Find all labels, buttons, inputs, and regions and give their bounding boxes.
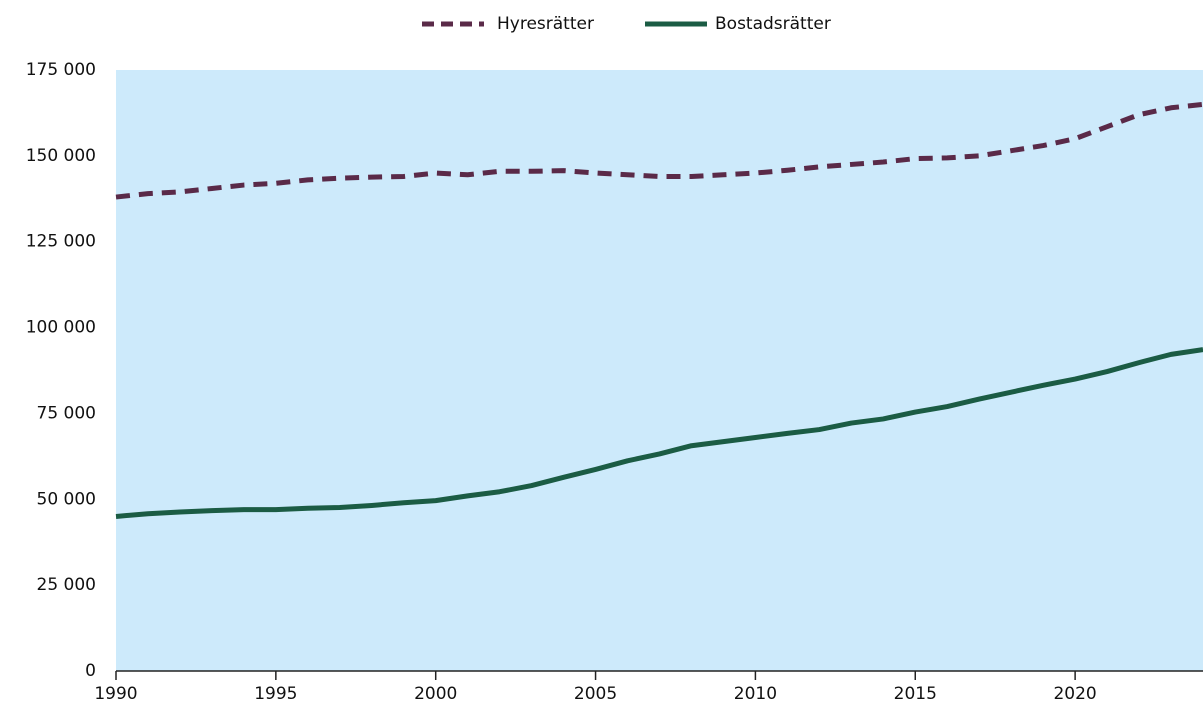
- y-tick-label: 150 000: [26, 146, 96, 166]
- line: [115, 347, 1203, 519]
- x-tick-label: 2015: [894, 684, 937, 704]
- legend-label: Bostadsrätter: [715, 14, 831, 34]
- y-tick-label: 50 000: [37, 489, 96, 509]
- x-tick-label: 1990: [94, 684, 137, 704]
- x-tick-label: 2005: [574, 684, 617, 704]
- y-tick-label: 175 000: [26, 60, 96, 80]
- y-tick-label: 25 000: [37, 575, 96, 595]
- legend-label: Hyresrätter: [497, 14, 594, 34]
- line: [115, 101, 1203, 200]
- y-tick-label: 125 000: [26, 232, 96, 252]
- x-tick-label: 2000: [414, 684, 457, 704]
- x-tick-label: 2020: [1053, 684, 1096, 704]
- plot-area: [116, 70, 1203, 671]
- y-tick-label: 0: [85, 661, 96, 681]
- y-tick-label: 100 000: [26, 318, 96, 338]
- y-tick-label: 75 000: [37, 403, 96, 423]
- x-tick-label: 1995: [254, 684, 297, 704]
- x-tick-label: 2010: [734, 684, 777, 704]
